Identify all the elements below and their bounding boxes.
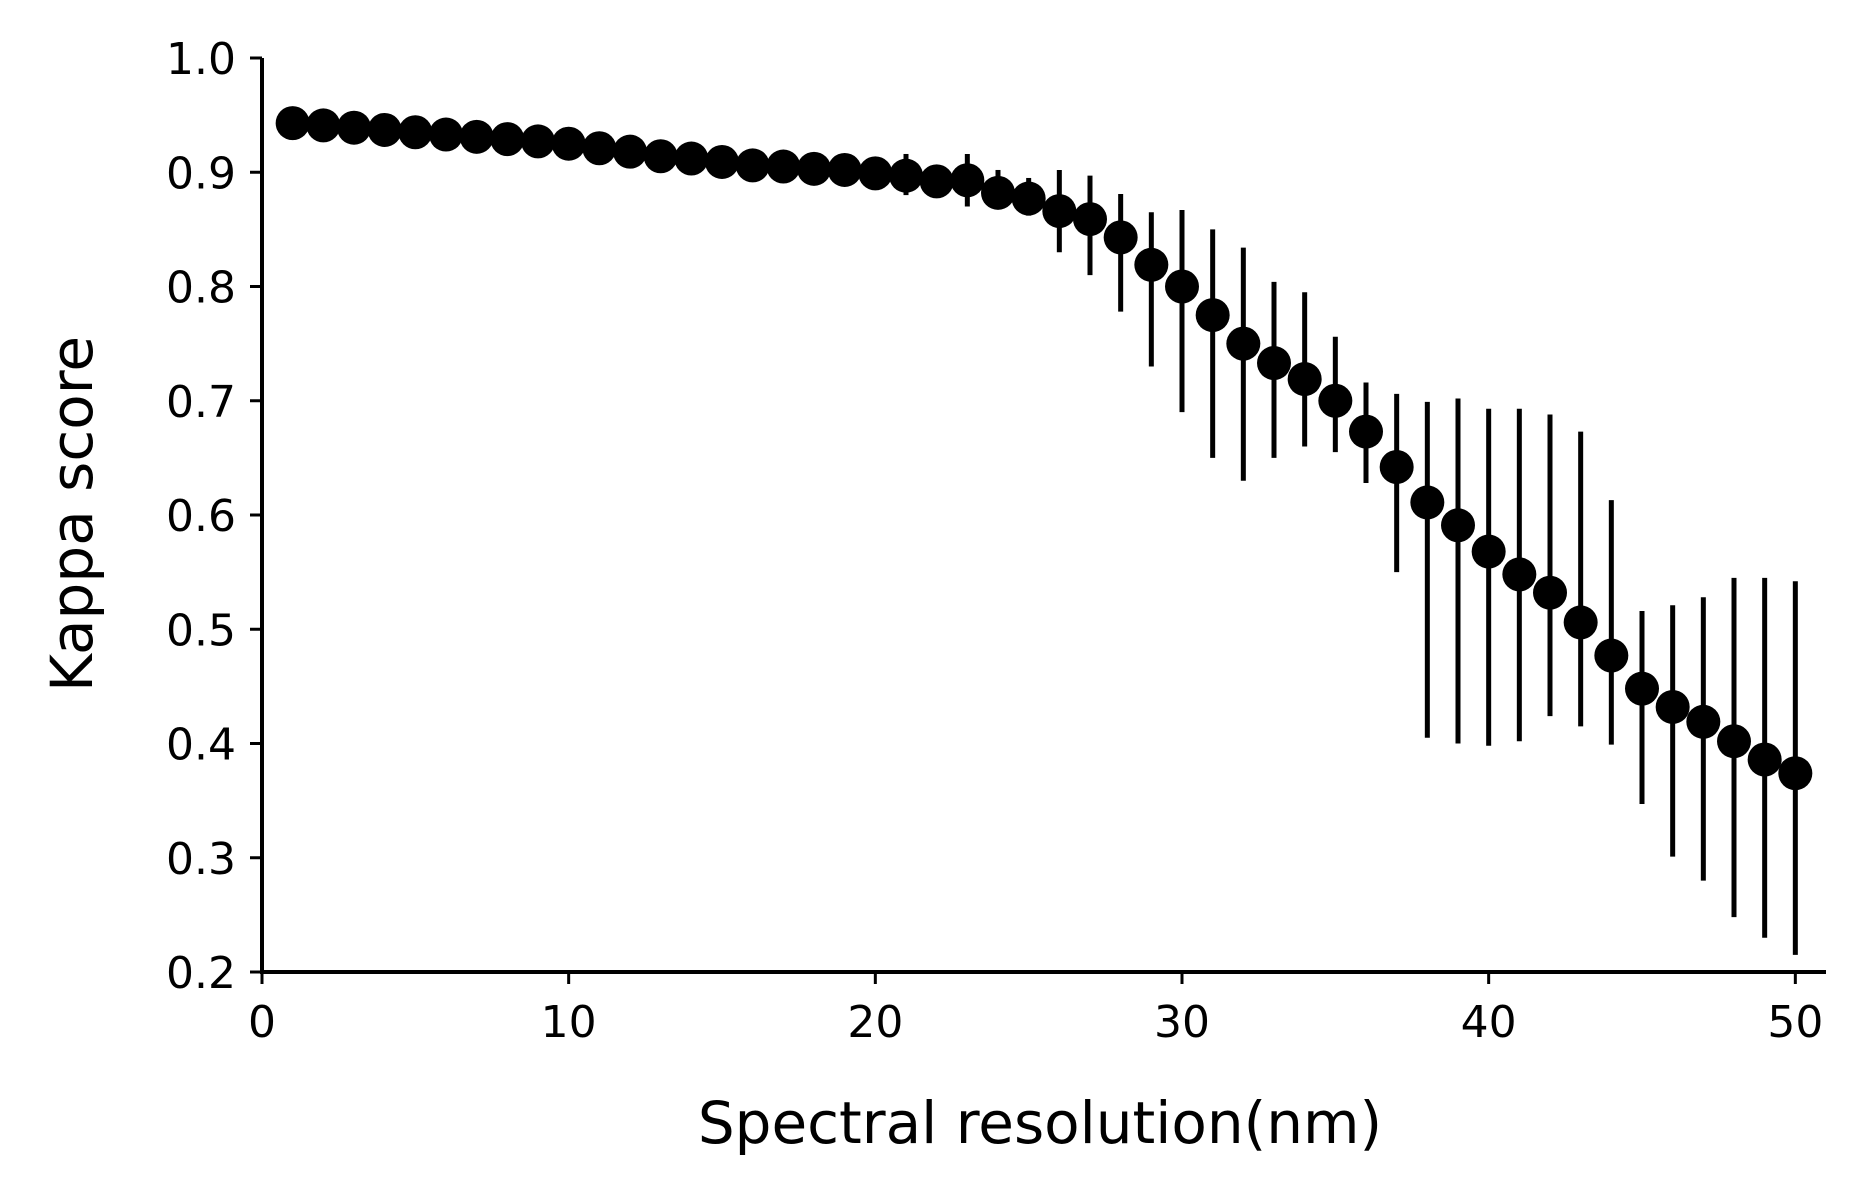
data-point: [490, 122, 525, 157]
data-point: [1410, 485, 1445, 520]
y-tick-label: 0.7: [166, 377, 236, 428]
data-point: [551, 126, 586, 161]
data-point: [858, 156, 893, 191]
data-point: [981, 175, 1015, 210]
data-point: [705, 144, 739, 179]
x-tick-label: 0: [248, 997, 276, 1048]
data-point: [797, 151, 831, 186]
x-tick-label: 30: [1154, 997, 1210, 1048]
data-point: [613, 134, 647, 169]
data-point: [1594, 638, 1629, 673]
data-point: [521, 124, 555, 159]
x-tick-label: 40: [1461, 997, 1517, 1048]
data-point: [1226, 326, 1261, 361]
data-point: [1502, 557, 1537, 592]
y-tick-label: 0.2: [166, 948, 236, 999]
data-point: [1533, 575, 1567, 610]
data-point: [827, 152, 862, 187]
data-point: [889, 158, 923, 193]
x-tick-label: 20: [847, 997, 903, 1048]
data-point: [1318, 383, 1353, 418]
data-point: [1287, 362, 1322, 397]
marker-layer: [275, 106, 1813, 791]
data-point: [643, 139, 678, 174]
data-point: [1686, 704, 1721, 739]
data-point: [1165, 269, 1199, 304]
data-point: [1655, 689, 1690, 724]
data-point: [1103, 220, 1138, 255]
data-point: [398, 115, 433, 150]
data-point: [1379, 450, 1414, 485]
data-point: [275, 106, 310, 141]
x-tick-label: 10: [541, 997, 597, 1048]
y-tick-label: 0.4: [166, 720, 236, 771]
data-point: [582, 131, 617, 166]
data-point: [1441, 508, 1475, 543]
data-point: [674, 141, 709, 176]
data-point: [459, 119, 494, 154]
y-tick-label: 0.5: [166, 605, 236, 656]
data-point: [950, 163, 985, 198]
y-axis-label: Kappa score: [38, 336, 106, 692]
data-point: [306, 108, 341, 143]
errorbar-layer: [903, 153, 1798, 955]
data-point: [1257, 346, 1291, 381]
data-point: [1778, 756, 1813, 791]
data-point: [367, 112, 402, 147]
data-point: [1073, 202, 1107, 237]
y-tick-label: 0.8: [166, 263, 236, 314]
data-point: [1747, 742, 1782, 777]
x-tick-label: 50: [1767, 997, 1823, 1048]
data-point: [1563, 605, 1598, 640]
data-point: [1134, 247, 1169, 282]
data-point: [1195, 298, 1230, 333]
data-point: [1625, 671, 1659, 706]
data-point: [766, 149, 801, 184]
y-tick-label: 0.3: [166, 834, 236, 885]
data-point: [1471, 534, 1506, 569]
x-tick-layer: 0 10 20 30 40 50: [248, 972, 1823, 1048]
data-point: [735, 148, 770, 183]
y-tick-layer: 0.2 0.3 0.4 0.5 0.6 0.7 0.8 0.9 1.0: [166, 34, 262, 999]
data-point: [919, 164, 954, 199]
y-tick-label: 0.6: [166, 491, 236, 542]
data-point: [1349, 414, 1383, 449]
data-point: [1011, 181, 1046, 216]
data-point: [1042, 194, 1077, 229]
y-tick-label: 0.9: [166, 148, 236, 199]
x-axis-label: Spectral resolution(nm): [698, 1089, 1382, 1157]
data-point: [429, 117, 463, 152]
data-point: [337, 110, 371, 145]
data-point: [1717, 724, 1751, 759]
y-tick-label: 1.0: [166, 34, 236, 85]
